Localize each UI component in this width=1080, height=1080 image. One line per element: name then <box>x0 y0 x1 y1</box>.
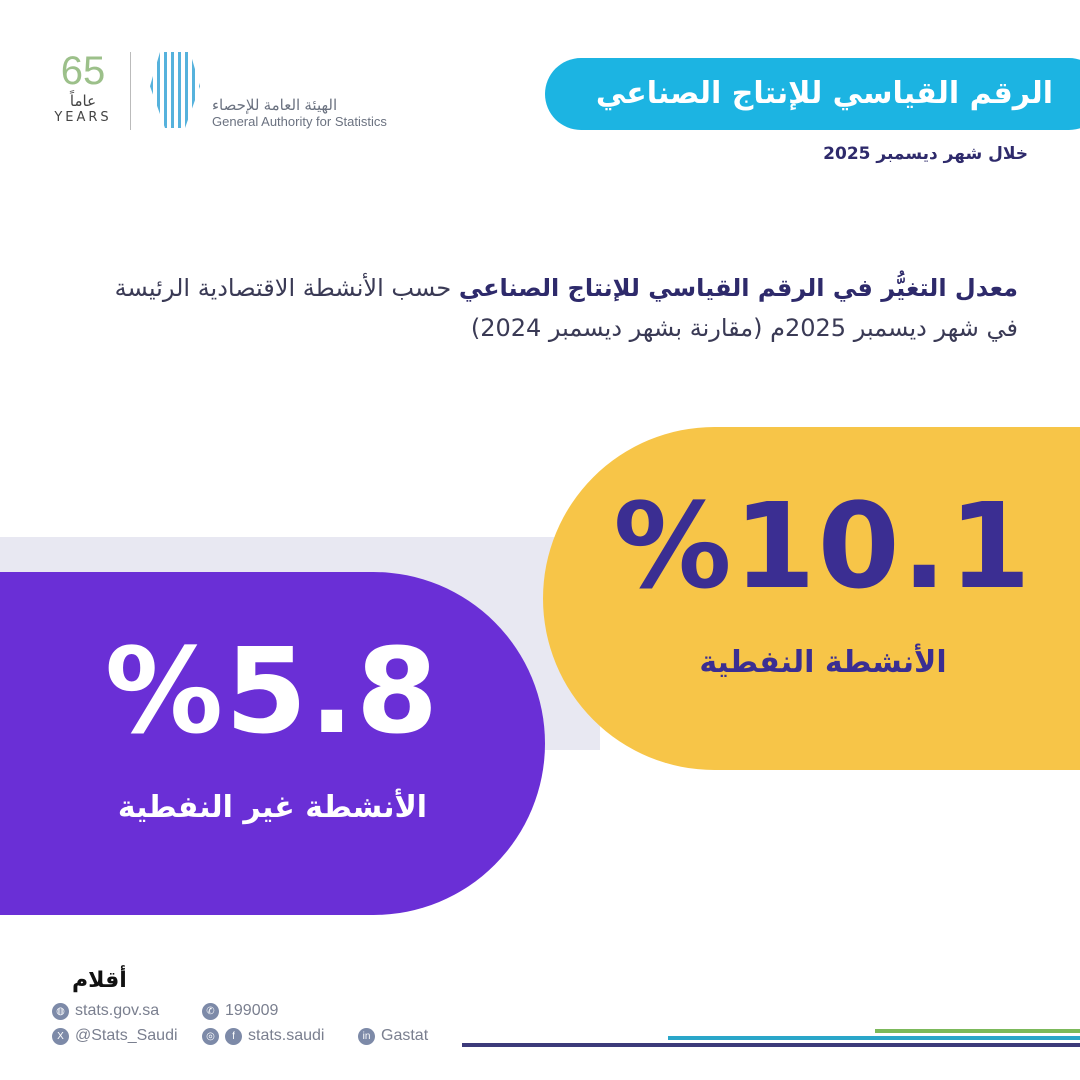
org-name-en: General Authority for Statistics <box>212 114 387 129</box>
twitter-text: @Stats_Saudi <box>75 1027 178 1044</box>
non-oil-label: الأنشطة غير النفطية <box>117 790 428 825</box>
footer-instagram-facebook[interactable]: ◎ f stats.saudi <box>202 1027 324 1045</box>
watermark: أقلام <box>72 968 127 993</box>
non-oil-activities-card: %5.8 الأنشطة غير النفطية <box>0 572 545 915</box>
period-subtitle: خلال شهر ديسمبر 2025 <box>823 144 1028 164</box>
insta-fb-text: stats.saudi <box>248 1027 325 1044</box>
footer-website[interactable]: ◍ stats.gov.sa <box>52 1002 159 1020</box>
x-icon: X <box>52 1027 69 1045</box>
org-name: الهيئة العامة للإحصاء General Authority … <box>212 96 387 129</box>
decor-line-navy <box>462 1043 1080 1047</box>
heading-line2: في شهر ديسمبر 2025م (مقارنة بشهر ديسمبر … <box>470 314 1018 342</box>
oil-label: الأنشطة النفطية <box>699 645 947 680</box>
globe-icon: ◍ <box>52 1002 69 1020</box>
heading-rest: حسب الأنشطة الاقتصادية الرئيسة <box>114 274 459 302</box>
org-name-ar: الهيئة العامة للإحصاء <box>212 97 338 114</box>
gastat-emblem-icon <box>150 52 200 128</box>
phone-icon: ✆ <box>202 1002 219 1020</box>
footer-linkedin[interactable]: in Gastat <box>358 1027 428 1045</box>
phone-text: 199009 <box>225 1002 279 1019</box>
website-text: stats.gov.sa <box>75 1002 160 1019</box>
decor-line-green <box>875 1029 1080 1033</box>
linkedin-text: Gastat <box>381 1027 429 1044</box>
footer-twitter[interactable]: X @Stats_Saudi <box>52 1027 178 1045</box>
anniversary-ar: عاماً <box>69 92 97 110</box>
facebook-icon: f <box>225 1027 242 1045</box>
page-title: الرقم القياسي للإنتاج الصناعي <box>545 58 1080 130</box>
heading-bold: معدل التغيُّر في الرقم القياسي للإنتاج ا… <box>458 274 1018 302</box>
oil-activities-card: %10.1 الأنشطة النفطية <box>543 427 1080 770</box>
instagram-icon: ◎ <box>202 1027 219 1045</box>
linkedin-icon: in <box>358 1027 375 1045</box>
non-oil-value: %5.8 <box>104 622 441 760</box>
decor-line-cyan <box>668 1036 1080 1040</box>
description-heading: معدل التغيُّر في الرقم القياسي للإنتاج ا… <box>58 268 1018 348</box>
anniversary-number: 65 <box>60 49 106 93</box>
footer-phone[interactable]: ✆ 199009 <box>202 1002 278 1020</box>
oil-value: %10.1 <box>613 477 1033 615</box>
logo-divider <box>130 52 131 130</box>
anniversary-en: YEARS <box>54 110 112 125</box>
anniversary-logo: 65 عاماً YEARS <box>50 50 116 125</box>
